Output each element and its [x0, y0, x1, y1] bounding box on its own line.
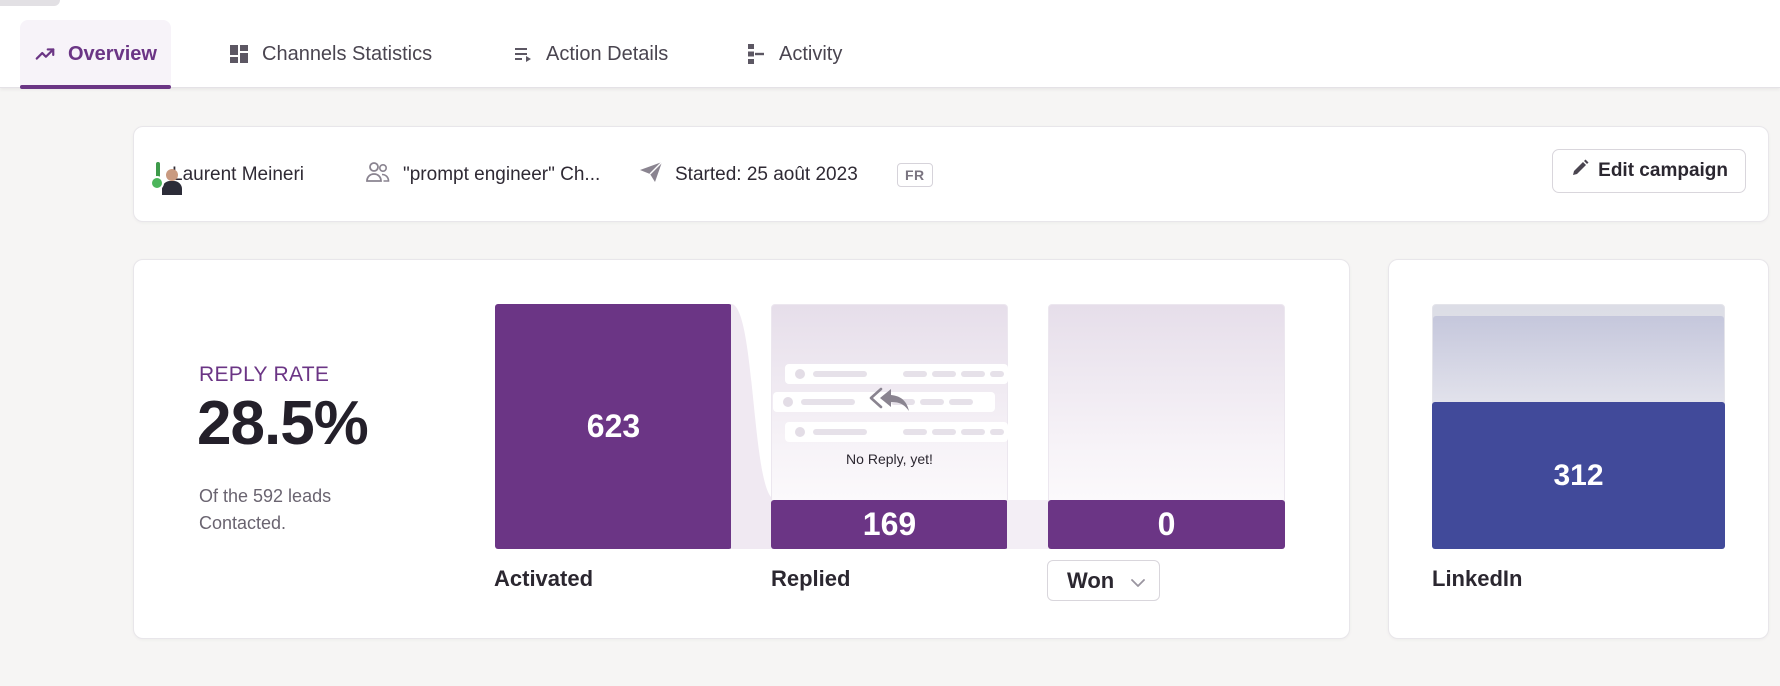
tab-bar: Overview Channels Statistics Action Deta… [0, 0, 1780, 89]
campaign-info-bar: Laurent Meineri "prompt engineer" Ch... … [133, 126, 1769, 222]
funnel-won[interactable]: 0 [1048, 304, 1285, 549]
linkedin-channel-card: 312 LinkedIn [1388, 259, 1769, 639]
campaign-owner[interactable]: Laurent Meineri [150, 127, 305, 223]
linkedin-label: LinkedIn [1432, 566, 1523, 591]
won-bar: 0 [1048, 500, 1285, 549]
reply-rate-value: 28.5% [197, 389, 369, 458]
campaign-audience[interactable]: "prompt engineer" Ch... [365, 127, 600, 223]
skeleton-row [785, 422, 1008, 442]
linkedin-fade [1433, 316, 1724, 406]
replied-value: 169 [862, 506, 917, 542]
chevron-down-icon [1131, 568, 1145, 594]
avatar [150, 162, 182, 195]
edit-campaign-button[interactable]: Edit campaign [1552, 149, 1746, 193]
tab-label: Activity [779, 42, 843, 65]
edit-campaign-label: Edit campaign [1598, 160, 1728, 181]
won-dropdown[interactable]: Won [1047, 560, 1160, 601]
channel-linkedin[interactable]: 312 [1432, 304, 1725, 549]
campaign-funnel-card: REPLY RATE 28.5% Of the 592 leads Contac… [133, 259, 1350, 639]
owner-name: Laurent Meineri [172, 164, 305, 185]
pencil-icon [1570, 158, 1590, 184]
linkedin-bar: 312 [1432, 402, 1725, 549]
timeline-icon [745, 43, 767, 65]
activated-label: Activated [494, 566, 594, 591]
skeleton-row [785, 364, 1008, 384]
online-status-dot [150, 176, 164, 190]
tab-label: Overview [68, 42, 157, 65]
tab-label: Action Details [546, 42, 669, 65]
reply-rate-label: REPLY RATE [199, 363, 330, 386]
dashboard-icon [228, 43, 250, 65]
activated-value: 623 [586, 408, 641, 444]
activated-bar: 623 [495, 304, 732, 549]
reply-all-icon [869, 387, 909, 411]
reply-rate-subtitle: Of the 592 leads Contacted. [199, 486, 332, 533]
language-badge: FR [897, 163, 933, 187]
corner-mark [0, 0, 60, 6]
funnel-activated[interactable]: 623 [495, 304, 732, 549]
won-value: 0 [1157, 506, 1176, 542]
language-badge-wrap: FR [897, 127, 933, 223]
replied-bar: 169 [771, 500, 1008, 549]
audience-name: "prompt engineer" Ch... [403, 164, 601, 185]
won-dropdown-value: Won [1067, 567, 1115, 593]
list-icon [512, 43, 534, 65]
linkedin-value: 312 [1553, 458, 1604, 492]
no-reply-text: No Reply, yet! [846, 451, 933, 467]
tab-action-details[interactable]: Action Details [498, 20, 682, 88]
funnel-replied[interactable]: No Reply, yet! 169 [771, 304, 1008, 549]
paper-plane-icon [639, 161, 663, 189]
tab-label: Channels Statistics [262, 42, 433, 65]
funnel-flow-connector [731, 304, 776, 549]
replied-label: Replied [771, 566, 851, 591]
campaign-start-date: Started: 25 août 2023 [639, 127, 858, 223]
tab-activity[interactable]: Activity [731, 20, 856, 88]
tab-overview[interactable]: Overview [20, 20, 171, 89]
tab-channels-statistics[interactable]: Channels Statistics [214, 20, 446, 88]
funnel-flow-connector [1007, 500, 1052, 549]
start-date-text: Started: 25 août 2023 [675, 164, 858, 185]
users-icon [365, 161, 391, 189]
trending-up-icon [34, 43, 56, 65]
